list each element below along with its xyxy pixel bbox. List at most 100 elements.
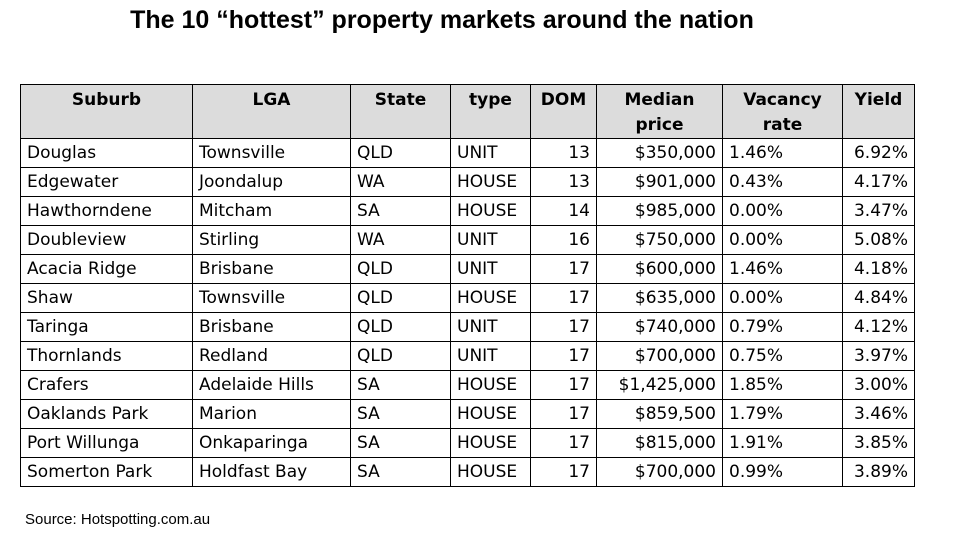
cell-vacancy-rate: 1.46%: [722, 254, 843, 284]
cell-lga: Brisbane: [192, 312, 351, 342]
cell-type: UNIT: [450, 341, 531, 371]
cell-median-price: $700,000: [596, 341, 723, 371]
cell-suburb: Hawthorndene: [20, 196, 193, 226]
cell-state: SA: [350, 370, 451, 400]
table-row: Taringa Brisbane QLD UNIT 17 $740,000 0.79% 4.1…: [20, 312, 915, 342]
cell-yield: 4.12%: [842, 312, 915, 342]
cell-suburb: Taringa: [20, 312, 193, 342]
cell-dom: 14: [530, 196, 597, 226]
cell-suburb: Port Willunga: [20, 428, 193, 458]
cell-dom: 17: [530, 254, 597, 284]
table-row: Thornlands Redland QLD UNIT 17 $700,000 0.75% 3…: [20, 341, 915, 371]
table-row: Shaw Townsville QLD HOUSE 17 $635,000 0.00% 4.8…: [20, 283, 915, 313]
cell-suburb: Acacia Ridge: [20, 254, 193, 284]
cell-median-price: $740,000: [596, 312, 723, 342]
cell-suburb: Douglas: [20, 138, 193, 168]
cell-state: SA: [350, 196, 451, 226]
table-row: Oaklands Park Marion SA HOUSE 17 $859,500 1.79…: [20, 399, 915, 429]
cell-median-price: $700,000: [596, 457, 723, 487]
cell-median-price: $750,000: [596, 225, 723, 255]
cell-lga: Brisbane: [192, 254, 351, 284]
cell-state: SA: [350, 428, 451, 458]
source-note: Source: Hotspotting.com.au: [25, 511, 211, 528]
table-row: Acacia Ridge Brisbane QLD UNIT 17 $600,000 1.4…: [20, 254, 915, 284]
cell-yield: 3.47%: [842, 196, 915, 226]
cell-yield: 3.46%: [842, 399, 915, 429]
cell-vacancy-rate: 0.00%: [722, 283, 843, 313]
cell-dom: 17: [530, 428, 597, 458]
cell-suburb: Doubleview: [20, 225, 193, 255]
cell-median-price: $901,000: [596, 167, 723, 197]
column-header-vacancy-rate: Vacancy rate: [722, 84, 843, 139]
cell-state: WA: [350, 225, 451, 255]
cell-vacancy-rate: 1.79%: [722, 399, 843, 429]
cell-dom: 17: [530, 341, 597, 371]
cell-suburb: Edgewater: [20, 167, 193, 197]
cell-median-price: $1,425,000: [596, 370, 723, 400]
property-markets-table: Suburb LGA State type DOM Median price Va…: [20, 84, 915, 487]
cell-lga: Onkaparinga: [192, 428, 351, 458]
median-price-label-line2: price: [635, 115, 684, 135]
cell-yield: 4.17%: [842, 167, 915, 197]
cell-vacancy-rate: 1.91%: [722, 428, 843, 458]
cell-median-price: $815,000: [596, 428, 723, 458]
cell-dom: 17: [530, 312, 597, 342]
cell-lga: Mitcham: [192, 196, 351, 226]
column-header-dom: DOM: [530, 84, 597, 139]
column-header-yield: Yield: [842, 84, 915, 139]
cell-lga: Townsville: [192, 283, 351, 313]
cell-type: HOUSE: [450, 457, 531, 487]
cell-lga: Holdfast Bay: [192, 457, 351, 487]
column-header-lga: LGA: [192, 84, 351, 139]
cell-vacancy-rate: 0.43%: [722, 167, 843, 197]
cell-yield: 3.00%: [842, 370, 915, 400]
cell-type: HOUSE: [450, 370, 531, 400]
cell-type: HOUSE: [450, 167, 531, 197]
table-body: Douglas Townsville QLD UNIT 13 $350,000 1.46% 6…: [20, 138, 915, 487]
cell-lga: Redland: [192, 341, 351, 371]
cell-suburb: Somerton Park: [20, 457, 193, 487]
cell-suburb: Thornlands: [20, 341, 193, 371]
cell-dom: 16: [530, 225, 597, 255]
cell-vacancy-rate: 0.79%: [722, 312, 843, 342]
cell-yield: 4.18%: [842, 254, 915, 284]
table-row: Hawthorndene Mitcham SA HOUSE 14 $985,000 0.00…: [20, 196, 915, 226]
cell-type: UNIT: [450, 225, 531, 255]
cell-lga: Townsville: [192, 138, 351, 168]
cell-lga: Stirling: [192, 225, 351, 255]
cell-state: QLD: [350, 312, 451, 342]
cell-yield: 3.85%: [842, 428, 915, 458]
cell-yield: 4.84%: [842, 283, 915, 313]
cell-state: QLD: [350, 341, 451, 371]
cell-suburb: Shaw: [20, 283, 193, 313]
column-header-suburb: Suburb: [20, 84, 193, 139]
cell-yield: 3.97%: [842, 341, 915, 371]
page-title: The 10 “hottest” property markets around…: [130, 6, 754, 34]
cell-type: HOUSE: [450, 283, 531, 313]
cell-type: UNIT: [450, 138, 531, 168]
cell-type: UNIT: [450, 254, 531, 284]
table-row: Somerton Park Holdfast Bay SA HOUSE 17 $700,0…: [20, 457, 915, 487]
cell-median-price: $859,500: [596, 399, 723, 429]
cell-vacancy-rate: 0.00%: [722, 196, 843, 226]
median-price-label-line1: Median: [624, 90, 695, 110]
column-header-type: type: [450, 84, 531, 139]
cell-state: SA: [350, 399, 451, 429]
cell-dom: 17: [530, 399, 597, 429]
cell-type: HOUSE: [450, 399, 531, 429]
cell-state: QLD: [350, 283, 451, 313]
column-header-state: State: [350, 84, 451, 139]
table-row: Crafers Adelaide Hills SA HOUSE 17 $1,425,000…: [20, 370, 915, 400]
column-header-median-price: Median price: [596, 84, 723, 139]
table-row: Douglas Townsville QLD UNIT 13 $350,000 1.46% 6…: [20, 138, 915, 168]
cell-dom: 17: [530, 370, 597, 400]
cell-median-price: $635,000: [596, 283, 723, 313]
cell-yield: 3.89%: [842, 457, 915, 487]
cell-median-price: $350,000: [596, 138, 723, 168]
cell-dom: 17: [530, 283, 597, 313]
cell-type: HOUSE: [450, 428, 531, 458]
table-row: Port Willunga Onkaparinga SA HOUSE 17 $815,00…: [20, 428, 915, 458]
table-row: Edgewater Joondalup WA HOUSE 13 $901,000 0.43%…: [20, 167, 915, 197]
cell-yield: 6.92%: [842, 138, 915, 168]
cell-lga: Marion: [192, 399, 351, 429]
